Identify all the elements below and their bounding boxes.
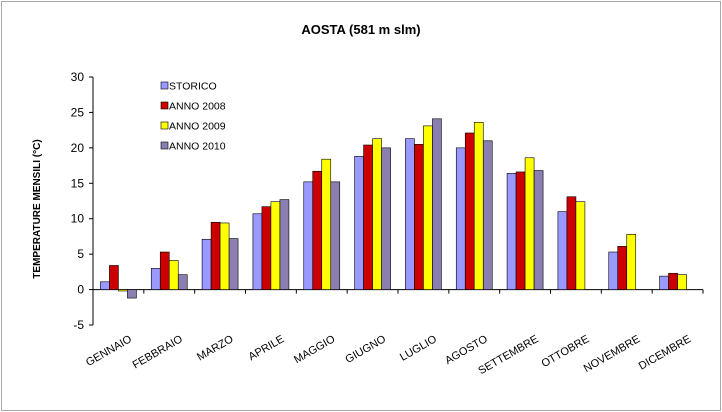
bar [381, 147, 391, 290]
legend-swatch [160, 121, 169, 130]
bar [524, 157, 535, 290]
y-axis-label: TEMPERATURE MENSILI (°C) [32, 139, 43, 278]
bar [617, 246, 628, 290]
bar [279, 199, 290, 290]
bar [482, 140, 493, 290]
x-tick-label: FEBBRAIO [131, 333, 186, 371]
bar [363, 144, 373, 290]
y-tick-label: 5 [77, 247, 84, 261]
bar [506, 173, 517, 290]
bar [464, 132, 475, 290]
legend-swatch [160, 81, 169, 90]
x-tick-label: MAGGIO [292, 333, 338, 366]
y-tick-label: 15 [71, 176, 85, 190]
bar [423, 125, 433, 290]
bar [228, 238, 239, 290]
x-tick-label: NOVEMBRE [582, 333, 643, 375]
bar [177, 274, 188, 290]
bar [414, 144, 424, 290]
bar [210, 221, 221, 290]
bar [109, 265, 119, 290]
bar [201, 238, 212, 290]
bar [515, 171, 526, 290]
x-tick-label: GENNAIO [84, 333, 134, 369]
legend-label: ANNO 2008 [169, 101, 226, 113]
bar [659, 275, 669, 290]
legend-label: ANNO 2009 [169, 121, 226, 133]
bar [533, 170, 544, 290]
bar [312, 170, 323, 290]
bar [372, 138, 382, 290]
bar [321, 158, 332, 290]
y-tick-label: 0 [77, 283, 84, 297]
bar [626, 234, 637, 290]
bar [405, 138, 415, 290]
bar [575, 201, 586, 290]
legend-swatch [160, 101, 169, 110]
bar [330, 181, 341, 290]
bar [455, 147, 466, 290]
x-tick-label: GIUGNO [343, 333, 388, 366]
legend-label: STORICO [169, 81, 217, 93]
bar [677, 274, 687, 290]
legend-swatch [160, 141, 169, 150]
x-tick-label: MARZO [195, 333, 236, 363]
bar [668, 272, 678, 290]
y-tick-label: 20 [71, 141, 85, 155]
bar [100, 281, 110, 290]
bar [270, 201, 281, 290]
bar [127, 289, 137, 299]
bars [100, 118, 687, 299]
legend: STORICO ANNO 2008 ANNO 2009 ANNO 2010 [160, 81, 226, 153]
y-ticks: -5 0 5 10 15 20 25 30 [71, 70, 93, 332]
bar [303, 181, 314, 290]
y-tick-label: 10 [71, 212, 85, 226]
bar [159, 251, 170, 290]
bar [118, 289, 128, 292]
bar [168, 260, 179, 290]
bar [473, 122, 484, 290]
y-tick-label: 25 [71, 105, 85, 119]
axes [92, 77, 704, 325]
y-tick-label: 30 [71, 70, 85, 84]
bar [252, 213, 263, 290]
x-tick-label: APRILE [247, 333, 287, 363]
bar [557, 211, 568, 290]
chart-title: AOSTA (581 m slm) [301, 22, 421, 37]
bar [608, 251, 619, 290]
x-tick-label: DICEMBRE [637, 333, 693, 372]
bar [261, 206, 272, 290]
bar [150, 268, 161, 290]
x-tick-label: LUGLIO [398, 333, 439, 364]
legend-label: ANNO 2010 [169, 141, 226, 153]
bar [219, 222, 230, 290]
bar [354, 156, 364, 290]
y-tick-label: -5 [73, 318, 84, 332]
bar [566, 196, 577, 290]
bar [432, 118, 442, 290]
